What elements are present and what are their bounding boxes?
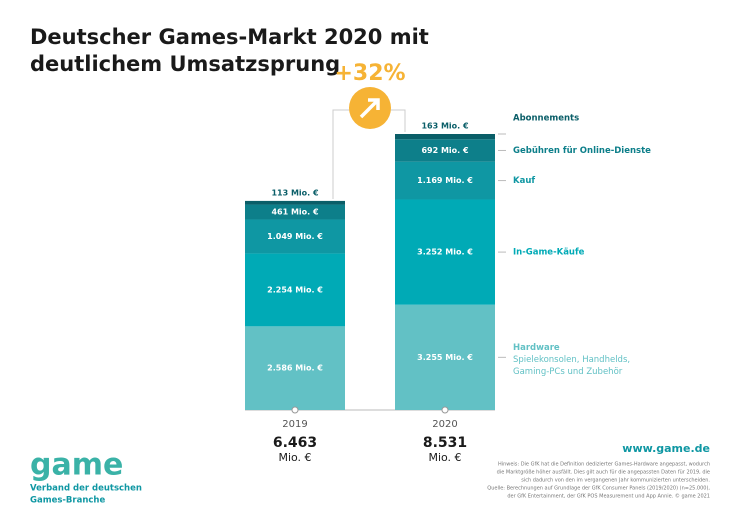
total-unit: Mio. €	[428, 451, 461, 464]
bar-segment	[245, 200, 345, 205]
note-line: die Marktgröße höher ausfällt. Dies gilt…	[497, 470, 710, 476]
bracket	[390, 109, 406, 132]
value-label: 1.169 Mio. €	[417, 176, 473, 185]
total-label: 6.463	[273, 435, 317, 451]
legend-label: In-Game-Käufe	[513, 248, 585, 258]
logo: game	[30, 448, 123, 483]
org-line: Games-Branche	[30, 496, 105, 506]
url: www.game.de	[622, 442, 710, 455]
growth-arrow	[359, 98, 380, 119]
legend-label: Gebühren für Online-Dienste	[513, 146, 651, 156]
legend-label: Hardware	[513, 343, 560, 353]
legend-label: Abonnements	[513, 114, 579, 124]
axis-dot	[441, 406, 449, 414]
x-tick-label: 2019	[282, 419, 307, 430]
bar-segment	[395, 134, 495, 140]
note-line: Quelle: Berechnungen auf Grundlage der G…	[487, 486, 710, 492]
note-line: der GfK Entertainment, der GfK POS Measu…	[507, 493, 710, 500]
note-line: Hinweis: Die GfK hat die Definition dedi…	[498, 462, 710, 468]
org-line: Verband der deutschen	[30, 484, 142, 494]
bar-segment	[245, 219, 345, 254]
bar-segment	[245, 253, 345, 327]
legend-description: Spielekonsolen, Handhelds,	[513, 355, 630, 365]
title-line: deutlichem Umsatzsprung	[30, 52, 340, 76]
value-label: 692 Mio. €	[421, 146, 469, 155]
title-line: Deutscher Games-Markt 2020 mit	[30, 25, 429, 49]
bar-segment	[395, 161, 495, 200]
value-label: 3.255 Mio. €	[417, 353, 473, 362]
x-tick-label: 2020	[432, 419, 457, 430]
total-label: 8.531	[423, 435, 467, 451]
value-label: 163 Mio. €	[421, 122, 469, 131]
bar-segment	[245, 326, 345, 410]
bracket	[332, 109, 350, 199]
value-label: 2.586 Mio. €	[267, 364, 323, 373]
bar-segment	[395, 139, 495, 162]
growth-label: +32%	[334, 61, 405, 86]
axis-dot	[291, 406, 299, 414]
bar-segment	[245, 204, 345, 220]
note-line: sich dadurch von den im vergangenen Jahr…	[521, 478, 710, 484]
value-label: 2.254 Mio. €	[267, 285, 323, 294]
value-label: 1.049 Mio. €	[267, 232, 323, 241]
bar-segment	[395, 199, 495, 305]
legend-label: Kauf	[513, 176, 535, 186]
bar-segment	[395, 304, 495, 410]
total-unit: Mio. €	[278, 451, 311, 464]
value-label: 113 Mio. €	[271, 188, 319, 197]
value-label: 3.252 Mio. €	[417, 248, 473, 257]
legend-description: Gaming-PCs und Zubehör	[513, 367, 623, 377]
value-label: 461 Mio. €	[271, 208, 319, 217]
